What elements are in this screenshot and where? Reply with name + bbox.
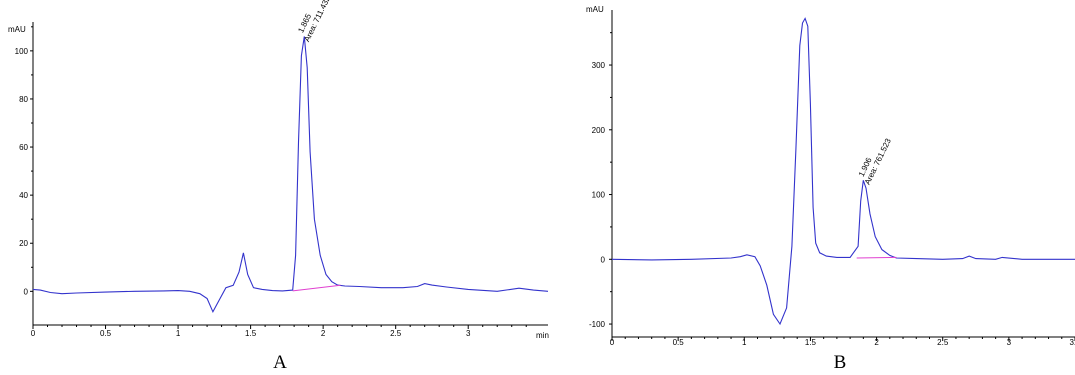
x-tick-label: 0 <box>31 329 36 338</box>
y-axis-label: mAU <box>8 25 26 34</box>
x-tick-label: 1 <box>742 338 747 347</box>
panel-label: A <box>273 352 287 373</box>
x-tick-label: 2.5 <box>937 338 949 347</box>
panel-label: B <box>834 352 847 373</box>
x-tick-label: 2 <box>321 329 326 338</box>
x-tick-label: 0.5 <box>673 338 685 347</box>
y-axis-label: mAU <box>586 5 604 14</box>
x-tick-label: 2 <box>874 338 879 347</box>
x-tick-label: 3 <box>1007 338 1012 347</box>
y-tick-label: 0 <box>601 255 606 264</box>
chromatogram-b: -100010020030000.511.522.533.5mAU1.906Ar… <box>586 5 1075 373</box>
chromatogram-trace <box>611 17 1075 326</box>
integration-baseline <box>292 284 341 292</box>
y-tick-label: 100 <box>592 191 606 200</box>
x-axis-label: min <box>536 331 549 340</box>
y-tick-label: 300 <box>592 61 606 70</box>
y-tick-label: 0 <box>24 287 29 296</box>
x-tick-label: 1.5 <box>805 338 817 347</box>
x-tick-label: 1.5 <box>245 329 257 338</box>
x-tick-label: 2.5 <box>390 329 402 338</box>
chromatogram-trace <box>32 36 549 314</box>
x-tick-label: 3.5 <box>1069 338 1075 347</box>
y-tick-label: 100 <box>15 47 29 56</box>
y-tick-label: 40 <box>19 191 28 200</box>
y-tick-label: 80 <box>19 95 28 104</box>
y-tick-label: 20 <box>19 239 28 248</box>
y-tick-label: 200 <box>592 126 606 135</box>
x-tick-label: 0 <box>610 338 615 347</box>
integration-baseline <box>856 256 897 259</box>
x-tick-label: 0.5 <box>100 329 112 338</box>
x-tick-label: 1 <box>176 329 181 338</box>
y-tick-label: -100 <box>589 320 606 329</box>
y-tick-label: 60 <box>19 143 28 152</box>
x-tick-label: 3 <box>466 329 471 338</box>
